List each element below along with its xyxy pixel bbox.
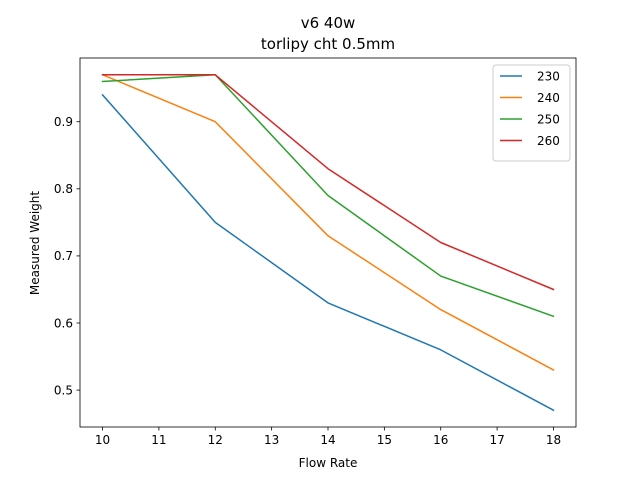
y-axis-label: Measured Weight xyxy=(28,191,42,296)
x-tick-label: 15 xyxy=(377,433,392,447)
legend-label-240: 240 xyxy=(537,91,560,105)
y-tick-label: 0.6 xyxy=(54,316,73,330)
legend-label-230: 230 xyxy=(537,69,560,83)
x-tick-label: 18 xyxy=(546,433,561,447)
series-line-240 xyxy=(101,73,555,371)
legend-box xyxy=(492,64,571,162)
x-tick-label: 16 xyxy=(433,433,448,447)
y-tick-label: 0.8 xyxy=(54,182,73,196)
x-tick-label: 17 xyxy=(489,433,504,447)
plot-area: 10 11 12 13 14 15 16 17 18 0.5 0.6 0.7 0.8 0.9 230 240 2… xyxy=(54,57,577,447)
chart-title: v6 40w xyxy=(301,14,356,32)
series-line-260 xyxy=(101,74,555,291)
y-tick-label: 0.5 xyxy=(54,383,73,397)
y-tick-label: 0.7 xyxy=(54,249,73,263)
y-tick-label: 0.9 xyxy=(54,115,73,129)
chart-subtitle: torlipy cht 0.5mm xyxy=(261,35,395,53)
x-tick-label: 12 xyxy=(208,433,223,447)
x-axis-label: Flow Rate xyxy=(299,456,358,470)
legend-label-250: 250 xyxy=(537,112,560,126)
x-tick-label: 13 xyxy=(264,433,279,447)
legend-label-260: 260 xyxy=(537,134,560,148)
series-line-230 xyxy=(101,93,555,412)
x-tick-label: 11 xyxy=(151,433,166,447)
x-tick-label: 14 xyxy=(320,433,335,447)
series-line-250 xyxy=(101,74,555,318)
x-tick-label: 10 xyxy=(95,433,110,447)
